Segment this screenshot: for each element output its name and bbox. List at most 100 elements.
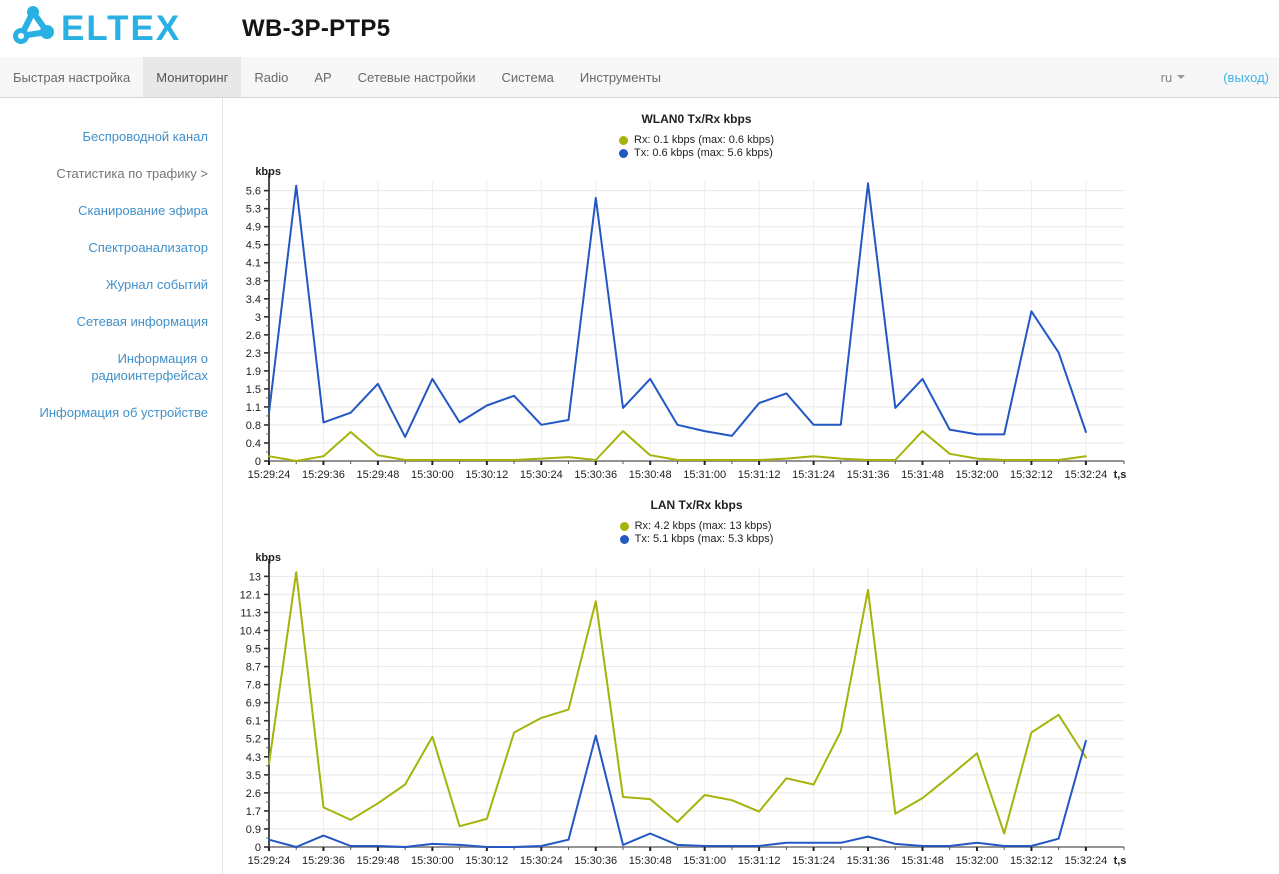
svg-text:15:31:36: 15:31:36 [847,469,890,481]
svg-text:0.9: 0.9 [246,824,261,836]
logout-link[interactable]: (выход) [1223,69,1269,85]
lan-legend-row-0: Rx: 4.2 kbps (max: 13 kbps) [619,520,774,533]
svg-text:15:31:48: 15:31:48 [901,469,944,481]
svg-text:15:30:12: 15:30:12 [465,469,508,481]
nav-tab-0[interactable]: Быстрая настройка [13,69,131,85]
wlan0-series-tx [268,182,1087,438]
svg-text:0.8: 0.8 [246,420,261,432]
svg-text:15:32:00: 15:32:00 [956,469,999,481]
eltex-logo: ELTEX [10,3,222,54]
svg-text:2.6: 2.6 [246,330,261,342]
svg-text:t,s: t,s [1114,469,1127,481]
legend-label: Rx: 0.1 kbps (max: 0.6 kbps) [634,134,774,146]
svg-text:1.1: 1.1 [246,402,261,414]
main-content: WLAN0 Tx/Rx kbps Rx: 0.1 kbps (max: 0.6 k… [223,98,1279,874]
svg-text:15:30:24: 15:30:24 [520,855,563,867]
sidebar-item-0[interactable]: Беспроводной канал [82,129,208,144]
svg-text:15:29:48: 15:29:48 [357,855,400,867]
lan-chart-block: LAN Tx/Rx kbps Rx: 4.2 kbps (max: 13 kbps… [223,498,1279,874]
wlan0-legend-row-0: Rx: 0.1 kbps (max: 0.6 kbps) [619,134,774,147]
svg-text:5.2: 5.2 [246,734,261,746]
svg-text:15:30:00: 15:30:00 [411,855,454,867]
svg-text:15:31:48: 15:31:48 [901,855,944,867]
wlan0-chart: 0 0.4 0.8 1.1 1.5 1.9 2.3 2.6 3 3.4 3.8 4.1 4.5 4.9 5.… [246,166,1127,481]
svg-text:15:31:24: 15:31:24 [792,855,835,867]
svg-text:15:32:12: 15:32:12 [1010,855,1053,867]
lan-series-tx [268,734,1087,848]
svg-text:3: 3 [255,312,261,324]
lan-legend-row-1: Tx: 5.1 kbps (max: 5.3 kbps) [619,533,774,546]
legend-dot-icon [619,149,628,158]
sidebar-item-6[interactable]: Информация о радиоинтерфейсах [91,351,208,383]
nav-right: ru (выход) [1161,57,1279,97]
svg-text:15:29:48: 15:29:48 [357,469,400,481]
svg-text:15:32:24: 15:32:24 [1064,855,1107,867]
svg-text:7.8: 7.8 [246,680,261,692]
nav-tab-5[interactable]: Система [501,69,554,85]
svg-text:15:29:24: 15:29:24 [248,469,291,481]
nav-tab-2[interactable]: Radio [254,69,289,85]
svg-text:9.5: 9.5 [246,644,261,656]
svg-text:15:30:36: 15:30:36 [574,855,617,867]
header: ELTEX WB-3P-PTP5 [0,0,1279,57]
language-selector[interactable]: ru [1161,70,1186,85]
lan-chart-legend: Rx: 4.2 kbps (max: 13 kbps) Tx: 5.1 kbps … [269,520,1124,549]
svg-text:2.3: 2.3 [246,348,261,360]
eltex-logo-text: ELTEX [61,9,182,48]
legend-dot-icon [619,136,628,145]
svg-text:15:32:24: 15:32:24 [1064,469,1107,481]
svg-text:15:29:36: 15:29:36 [302,469,345,481]
svg-text:3.5: 3.5 [246,770,261,782]
svg-text:2.6: 2.6 [246,788,261,800]
svg-text:15:32:00: 15:32:00 [956,855,999,867]
content-layout: Беспроводной канал Статистика по трафику … [0,98,1279,874]
nav-tab-1[interactable]: Мониторинг [143,57,242,97]
sidebar-item-7[interactable]: Информация об устройстве [39,405,208,420]
svg-text:4.9: 4.9 [246,222,261,234]
legend-label: Tx: 0.6 kbps (max: 5.6 kbps) [634,147,773,159]
svg-text:15:32:12: 15:32:12 [1010,469,1053,481]
svg-text:4.1: 4.1 [246,258,261,270]
svg-text:15:31:00: 15:31:00 [683,855,726,867]
svg-text:15:31:00: 15:31:00 [683,469,726,481]
svg-text:15:30:48: 15:30:48 [629,855,672,867]
svg-text:8.7: 8.7 [246,662,261,674]
sidebar-item-1[interactable]: Статистика по трафику > [56,166,208,181]
sidebar-item-5[interactable]: Сетевая информация [76,314,208,329]
svg-text:15:30:24: 15:30:24 [520,469,563,481]
svg-text:1.9: 1.9 [246,366,261,378]
svg-text:15:31:12: 15:31:12 [738,855,781,867]
svg-text:6.9: 6.9 [246,698,261,710]
svg-text:5.3: 5.3 [246,204,261,216]
sidebar-item-4[interactable]: Журнал событий [105,277,208,292]
nav-tab-3[interactable]: AP [314,69,332,85]
legend-label: Rx: 4.2 kbps (max: 13 kbps) [634,520,772,532]
navbar: Быстрая настройка Мониторинг Radio AP Сетевы… [0,57,1279,98]
chevron-down-icon [1177,75,1186,79]
svg-text:kbps: kbps [255,166,281,178]
legend-label: Tx: 5.1 kbps (max: 5.3 kbps) [634,533,774,545]
svg-text:15:30:48: 15:30:48 [629,469,672,481]
sidebar-menu: Беспроводной канал Статистика по трафику … [0,98,223,874]
svg-text:11.3: 11.3 [240,607,261,619]
lan-series-rx [268,571,1087,835]
legend-dot-icon [619,522,629,531]
nav-tabs: Быстрая настройка Мониторинг Radio AP Сетевы… [0,57,674,97]
wlan0-series-rx [268,430,1087,462]
wlan0-chart-legend: Rx: 0.1 kbps (max: 0.6 kbps) Tx: 0.6 kbps… [269,134,1124,163]
svg-text:kbps: kbps [255,552,281,564]
svg-text:15:30:36: 15:30:36 [574,469,617,481]
svg-text:0.4: 0.4 [246,438,261,450]
lan-chart: 0 0.9 1.7 2.6 3.5 4.3 5.2 6.1 6.9 7.8 8.7 9.5 10.4 11… [240,552,1127,867]
svg-text:4.3: 4.3 [246,752,261,764]
sidebar-item-2[interactable]: Сканирование эфира [78,203,208,218]
nav-tab-6[interactable]: Инструменты [579,69,661,85]
page-title: WB-3P-PTP5 [242,14,391,42]
svg-text:15:31:36: 15:31:36 [847,855,890,867]
wlan0-legend-row-1: Tx: 0.6 kbps (max: 5.6 kbps) [619,147,774,160]
sidebar-item-3[interactable]: Спектроанализатор [88,240,208,255]
svg-text:15:31:24: 15:31:24 [792,469,835,481]
svg-text:5.6: 5.6 [246,186,261,198]
wlan0-chart-block: WLAN0 Tx/Rx kbps Rx: 0.1 kbps (max: 0.6 k… [223,112,1279,488]
nav-tab-4[interactable]: Сетевые настройки [357,69,476,85]
